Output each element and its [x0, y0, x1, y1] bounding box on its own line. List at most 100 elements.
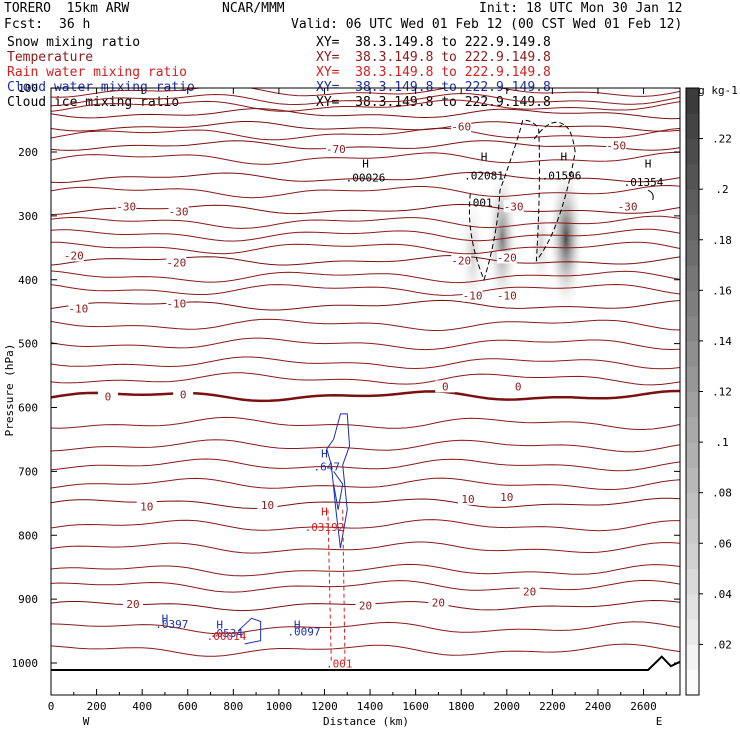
x-tick-label: 2000 — [494, 700, 521, 713]
y-tick-label: 100 — [18, 82, 38, 95]
colorbar-cell — [686, 315, 699, 342]
isotherm-label: -30 — [169, 205, 189, 218]
colorbar-tick-label: .2 — [715, 183, 728, 196]
isotherm-label: -60 — [451, 120, 471, 133]
colorbar-tick-label: .22 — [712, 133, 732, 146]
isotherm-label-bg — [136, 500, 157, 513]
maximum-value: .01354 — [624, 176, 664, 189]
model-label: TORERO 15km ARW — [4, 1, 130, 16]
isotherm-line — [51, 579, 680, 593]
isotherm-label-bg — [166, 297, 187, 310]
legend-snow-xy: XY= 38.3.149.8 to 222.9.149.8 — [316, 35, 551, 50]
isotherm-line — [51, 228, 680, 242]
isotherm-label: -10 — [463, 290, 483, 303]
isotherm-label: 20 — [523, 585, 536, 598]
colorbar-cell — [686, 442, 699, 468]
ice-contour — [647, 189, 654, 201]
y-tick-label: 800 — [18, 529, 38, 542]
colorbar-tick-label: .12 — [712, 386, 732, 399]
isotherm-label-bg — [617, 200, 638, 213]
isotherm-label-bg — [508, 380, 529, 393]
isotherm-label: 0 — [442, 380, 449, 393]
colorbar: .02 .04 .06 .08 .1 .12 .14 .16 .18 .2 .22 g kg-1 — [685, 84, 738, 696]
maximum-value: .0534 — [210, 627, 243, 640]
maximum-value: .001 — [466, 196, 493, 209]
colorbar-cell — [686, 619, 699, 645]
y-axis-title: Pressure (hPa) — [3, 344, 16, 437]
fcst-label: Fcst: — [4, 17, 44, 32]
y-tick-label: 400 — [18, 274, 38, 287]
isotherm-line — [51, 372, 680, 386]
maximum-value: .0397 — [155, 618, 188, 631]
isotherm-label-bg — [451, 120, 472, 133]
isotherm-line — [51, 621, 680, 635]
x-tick-label: 1400 — [357, 700, 384, 713]
legend-rain-xy: XY= 38.3.149.8 to 222.9.149.8 — [316, 65, 551, 80]
isotherm-line — [51, 356, 680, 370]
isotherm-label-bg — [435, 380, 456, 393]
isotherm-label-bg — [257, 499, 278, 512]
maximum-value: .03192 — [305, 521, 345, 534]
colorbar-tick-label: .04 — [712, 588, 732, 601]
isotherm-label: -20 — [64, 249, 84, 262]
maxima-labels: H H H H H H H H H .00026 .02081 .01596 .01354 .001 .64… — [155, 150, 664, 670]
x-tick-label: 200 — [87, 700, 107, 713]
colorbar-cell — [686, 568, 699, 595]
colorbar-tick-label: .1 — [715, 436, 728, 449]
x-tick-label: 1600 — [402, 700, 429, 713]
isotherm-label-bg — [606, 139, 627, 152]
plot-border — [50, 87, 681, 696]
isotherm-label-bg — [451, 254, 472, 267]
cloudwater-contour — [333, 471, 344, 510]
isotherm-line — [51, 439, 680, 453]
isotherm-line — [51, 203, 680, 216]
colorbar-tick-label: .14 — [712, 335, 732, 348]
colorbar-tick-label: .18 — [712, 234, 732, 247]
y-tick-label: 300 — [18, 210, 38, 223]
colorbar-tick-label: .08 — [712, 487, 732, 500]
rain-contour — [327, 509, 346, 664]
colorbar-cell — [686, 88, 699, 114]
colorbar-cell — [686, 366, 699, 392]
y-tick-label: 700 — [18, 465, 38, 478]
isotherm-label: -70 — [326, 143, 346, 156]
isotherm-line — [51, 127, 680, 141]
x-tick-label: 2400 — [585, 700, 612, 713]
isotherm-label: 20 — [126, 598, 139, 611]
legend-temp: Temperature — [7, 50, 94, 65]
maximum-value: .00014 — [207, 630, 247, 643]
x-tick-label: 2600 — [630, 700, 657, 713]
colorbar-cell — [686, 543, 699, 570]
isotherm-label: -30 — [504, 200, 524, 213]
colorbar-cell — [686, 492, 699, 519]
isotherm-line — [51, 215, 680, 229]
snow-shade-blob — [529, 187, 553, 303]
isotherm-line — [51, 519, 680, 532]
isotherm-label-bg — [519, 585, 540, 598]
isotherm-line — [51, 184, 680, 199]
x-tick-label: 600 — [178, 700, 198, 713]
isotherm-labels: -70 -60 -50 -30 -30 -30 -30 -20 -20 -20 -20 -10 -10 -… — [63, 120, 638, 613]
isotherm-label-bg — [496, 251, 517, 264]
isotherm-label-bg — [428, 596, 449, 609]
isotherm-label-bg — [68, 302, 89, 315]
high-marker: H — [321, 506, 328, 519]
colorbar-cell — [686, 138, 699, 165]
colorbar-cell — [686, 265, 699, 291]
colorbar-tick-label: .16 — [712, 284, 732, 297]
snow-shading — [458, 161, 585, 319]
isotherm-label-bg — [496, 490, 517, 503]
y-tick-label: 200 — [18, 146, 38, 159]
isotherm-line — [51, 337, 680, 351]
isotherm-line — [51, 108, 680, 120]
colorbar-cell — [686, 391, 699, 418]
isotherm-label: 10 — [500, 491, 513, 504]
colorbar-cell — [686, 644, 699, 671]
x-axis-title: Distance (km) — [323, 715, 409, 728]
isotherm-label: 0 — [180, 389, 187, 402]
isotherm-line — [51, 171, 680, 184]
isotherm-line — [51, 140, 680, 151]
colorbar-cell — [686, 593, 699, 620]
isotherm-label: -20 — [451, 255, 471, 268]
isotherm-label-bg — [503, 200, 524, 213]
